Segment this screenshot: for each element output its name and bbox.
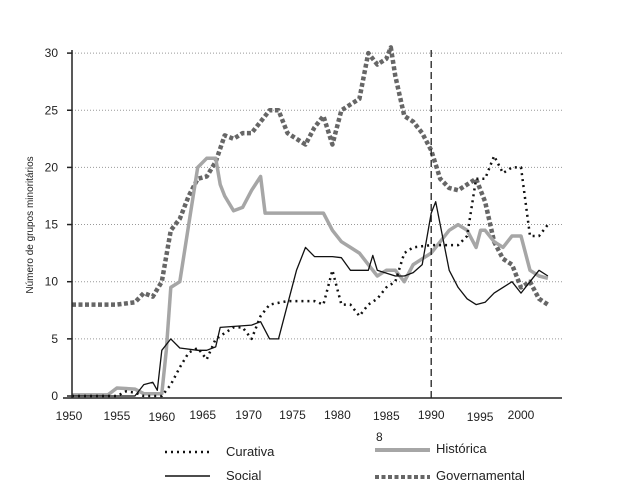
x-tick-label: 1965 (189, 408, 216, 422)
legend: Curativa Histórica Social Governamental (165, 441, 525, 483)
gridlines (72, 52, 562, 340)
x-tick-label: 1990 (418, 408, 445, 422)
y-tick-label: 25 (45, 103, 59, 117)
y-tick-label: 30 (45, 46, 59, 60)
stray-label: 8 (376, 430, 383, 444)
y-tick-label: 10 (45, 275, 59, 289)
x-tick-label: 1960 (148, 410, 175, 424)
legend-label-curativa: Curativa (226, 444, 275, 459)
x-tick-label: 1985 (373, 409, 400, 423)
x-tick-label: 1950 (56, 409, 83, 423)
legend-label-historica: Histórica (436, 441, 487, 456)
x-tick-label: 1970 (235, 408, 262, 422)
y-tick-label: 20 (45, 160, 59, 174)
y-tick-label: 0 (51, 389, 58, 403)
y-tick-label: 5 (51, 332, 58, 346)
series-line-governamental (72, 45, 550, 307)
series-lines (72, 45, 550, 398)
y-axis-label: Número de grupos minoritários (25, 156, 36, 293)
y-axis-ticks: 0 5 10 15 20 25 30 (45, 46, 72, 403)
x-tick-label: 1975 (279, 408, 306, 422)
x-tick-label: 1955 (104, 409, 131, 423)
x-tick-label: 2000 (508, 408, 535, 422)
series-line-historica (72, 156, 549, 397)
x-axis-ticks: 1950 1955 1960 1965 1970 1975 1980 1985 1990 1995… (56, 408, 535, 424)
series-line-social (72, 201, 549, 397)
x-tick-label: 1980 (324, 408, 351, 422)
series-line-curativa (72, 154, 549, 398)
legend-label-governamental: Governamental (436, 468, 525, 483)
legend-label-social: Social (226, 468, 262, 483)
y-tick-label: 15 (45, 218, 59, 232)
x-tick-label: 1995 (467, 410, 494, 424)
